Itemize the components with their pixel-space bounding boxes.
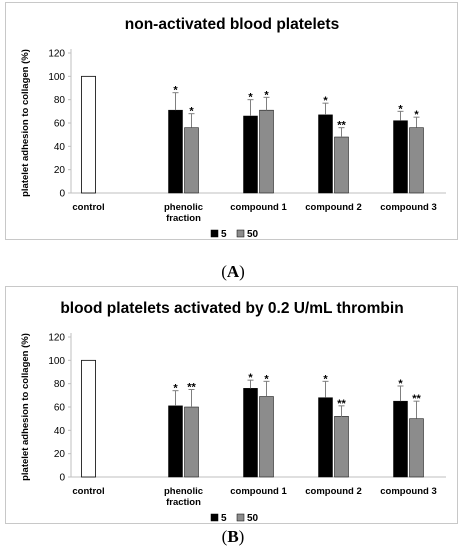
significance-label: * — [398, 103, 403, 115]
bar-series-5 — [318, 114, 333, 194]
legend-swatch — [210, 229, 219, 238]
legend-label: 50 — [247, 229, 259, 240]
legend-swatch — [236, 229, 245, 238]
caption-a: (A) — [221, 262, 245, 281]
chart-title: non-activated blood platelets — [125, 16, 339, 33]
bar-control — [81, 359, 96, 478]
chart-panel-b: blood platelets activated by 0.2 U/mL th… — [5, 286, 458, 524]
bar-series-5 — [318, 397, 333, 478]
legend-swatch — [236, 513, 245, 522]
significance-label: * — [398, 378, 403, 390]
y-tick-label: 20 — [54, 449, 66, 460]
bar-series-5 — [243, 115, 258, 194]
y-tick-label: 120 — [48, 49, 65, 60]
legend-label: 50 — [247, 513, 259, 524]
y-tick-label: 100 — [48, 356, 65, 367]
bar-series-5 — [168, 109, 183, 194]
caption-b: (B) — [221, 527, 245, 546]
bar-series-50 — [259, 396, 274, 478]
legend-swatch — [210, 513, 219, 522]
significance-label: * — [323, 373, 328, 385]
y-tick-label: 60 — [54, 403, 66, 414]
y-tick-label: 0 — [59, 189, 65, 200]
bar-series-50 — [259, 109, 274, 194]
bar-series-50 — [334, 416, 349, 478]
significance-label: ** — [187, 382, 196, 394]
bar-series-50 — [184, 127, 199, 194]
significance-label: * — [264, 373, 269, 385]
bar-series-5 — [393, 120, 408, 194]
category-label: control — [72, 486, 104, 497]
category-label: fraction — [166, 213, 201, 224]
category-label: compound 1 — [230, 486, 287, 497]
legend-label: 5 — [221, 229, 227, 240]
y-tick-label: 120 — [48, 333, 65, 344]
significance-label: * — [173, 383, 178, 395]
significance-label: * — [323, 95, 328, 107]
category-label: compound 3 — [380, 202, 436, 213]
category-label: phenolic — [164, 202, 203, 213]
y-tick-label: 40 — [54, 426, 66, 437]
y-tick-label: 80 — [54, 95, 66, 106]
chart-a-svg: non-activated blood platelets platelet ad… — [20, 16, 446, 240]
bar-series-5 — [393, 400, 408, 478]
category-label: compound 2 — [305, 486, 361, 497]
y-tick-label: 80 — [54, 379, 66, 390]
y-tick-label: 100 — [48, 72, 65, 83]
y-tick-label: 60 — [54, 119, 66, 130]
significance-label: ** — [412, 393, 421, 405]
bar-series-50 — [334, 136, 349, 194]
category-label: compound 1 — [230, 202, 287, 213]
bar-control — [81, 75, 96, 194]
y-tick-label: 0 — [59, 473, 65, 484]
significance-label: * — [264, 89, 269, 101]
bar-series-50 — [184, 406, 199, 478]
y-tick-label: 20 — [54, 165, 66, 176]
category-label: phenolic — [164, 486, 203, 497]
legend-label: 5 — [221, 513, 227, 524]
significance-label: * — [248, 372, 253, 384]
bar-series-5 — [168, 405, 183, 478]
significance-label: ** — [337, 120, 346, 132]
bar-series-5 — [243, 388, 258, 478]
category-label: compound 3 — [380, 486, 436, 497]
category-label: control — [72, 202, 104, 213]
category-label: compound 2 — [305, 202, 361, 213]
category-label: fraction — [166, 497, 201, 508]
chart-b-svg: blood platelets activated by 0.2 U/mL th… — [20, 300, 446, 524]
y-tick-label: 40 — [54, 142, 66, 153]
significance-label: ** — [337, 398, 346, 410]
y-axis-label: platelet adhesion to collagen (%) — [20, 333, 31, 481]
chart-panel-a: non-activated blood platelets platelet ad… — [5, 2, 458, 240]
significance-label: * — [414, 109, 419, 121]
significance-label: * — [189, 106, 194, 118]
bar-series-50 — [409, 418, 424, 478]
significance-label: * — [248, 92, 253, 104]
significance-label: * — [173, 85, 178, 97]
bar-series-50 — [409, 127, 424, 194]
chart-title: blood platelets activated by 0.2 U/mL th… — [60, 300, 403, 317]
y-axis-label: platelet adhesion to collagen (%) — [20, 49, 31, 197]
